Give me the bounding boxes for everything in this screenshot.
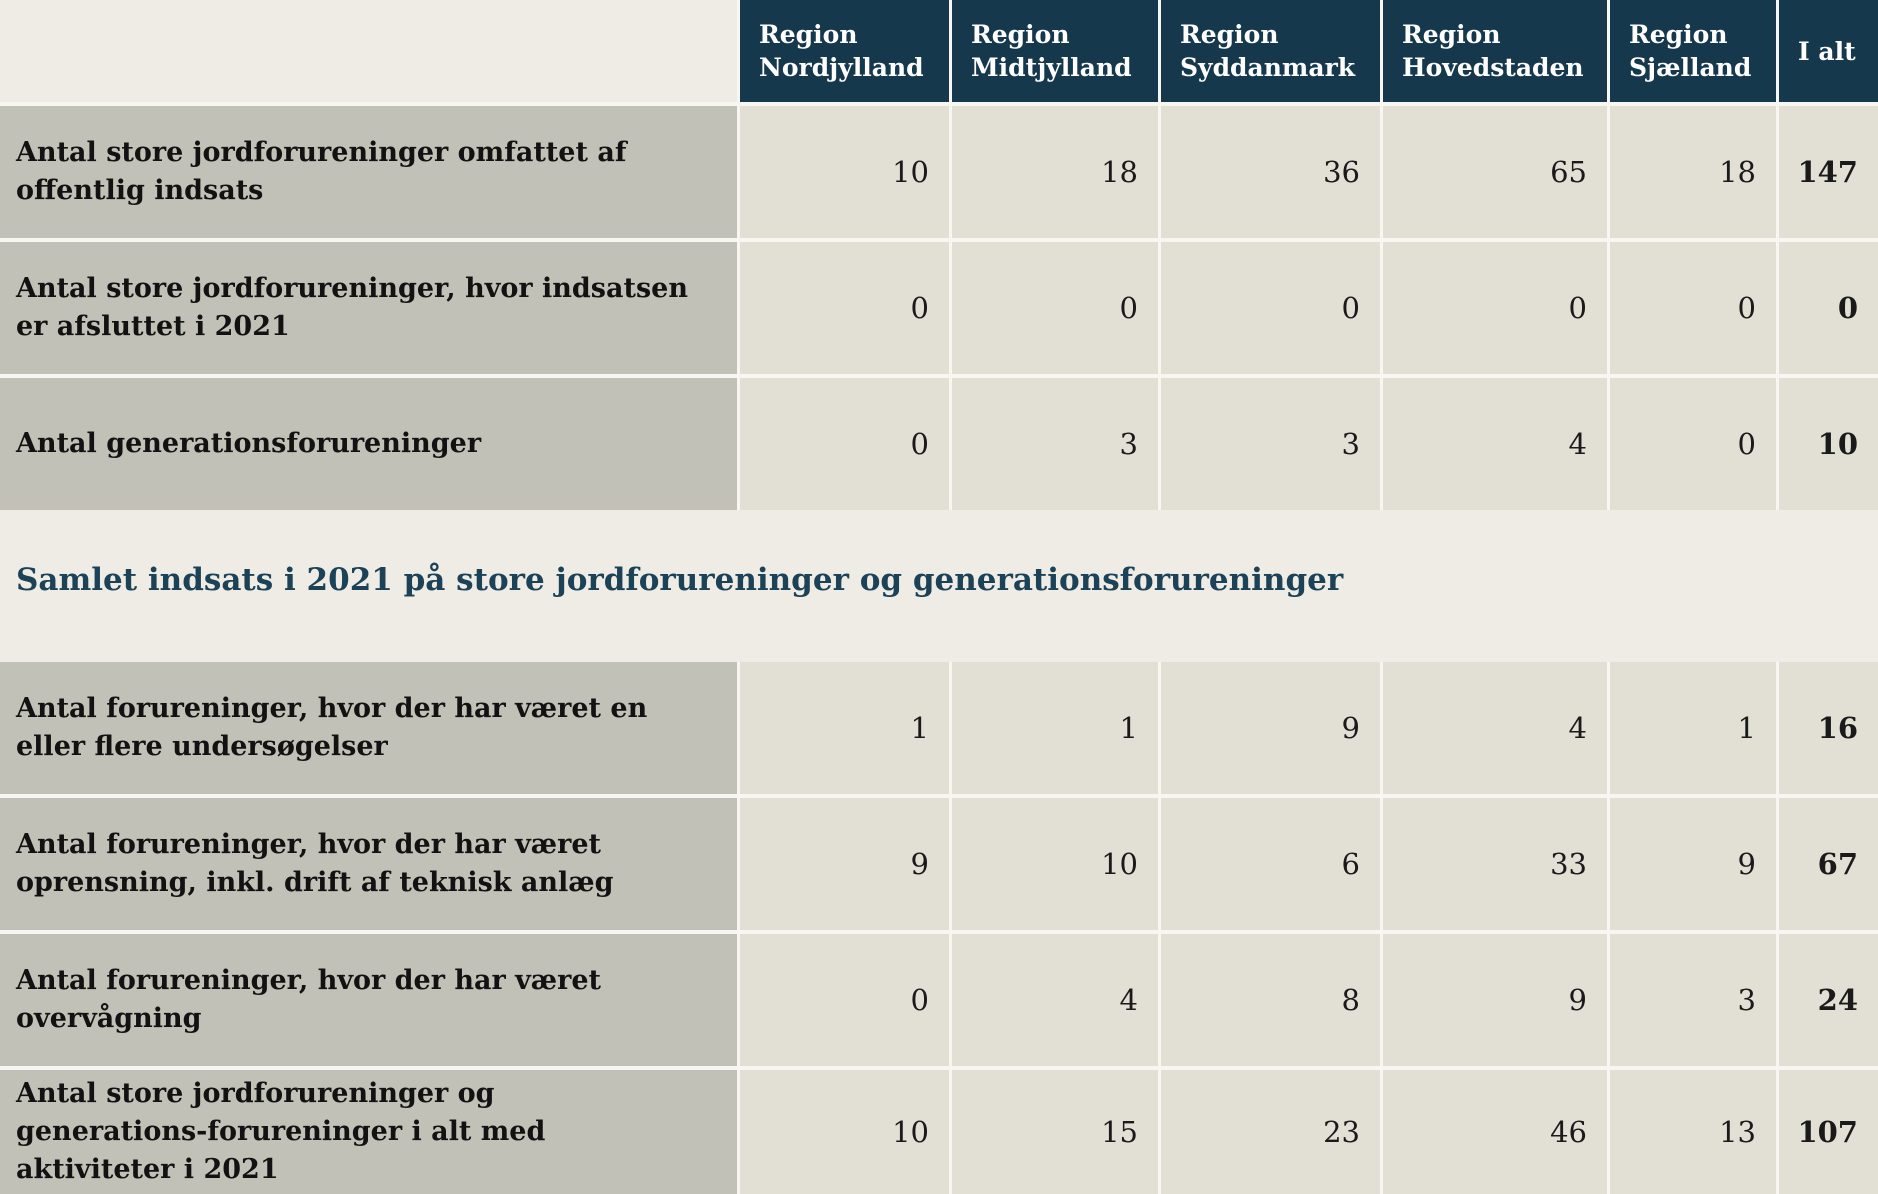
total-cell: 107	[1779, 1070, 1878, 1194]
value-cell: 0	[740, 242, 949, 374]
value-cell: 46	[1383, 1070, 1607, 1194]
column-header-region-sjaelland: Region Sjælland	[1610, 0, 1776, 102]
value-cell: 1	[1610, 662, 1776, 794]
value-cell: 3	[952, 378, 1158, 510]
section-title: Samlet indsats i 2021 på store jordforur…	[16, 562, 1344, 598]
value-cell: 23	[1161, 1070, 1380, 1194]
value-cell: 9	[1383, 934, 1607, 1066]
row-label: Antal forureninger, hvor der har været e…	[0, 662, 737, 794]
total-cell: 16	[1779, 662, 1878, 794]
corner-cell	[0, 0, 737, 102]
value-cell: 33	[1383, 798, 1607, 930]
value-cell: 18	[952, 106, 1158, 238]
column-header-region-hovedstaden: Region Hovedstaden	[1383, 0, 1607, 102]
value-cell: 0	[1161, 242, 1380, 374]
value-cell: 13	[1610, 1070, 1776, 1194]
row-label: Antal store jordforureninger omfattet af…	[0, 106, 737, 238]
value-cell: 10	[740, 106, 949, 238]
value-cell: 36	[1161, 106, 1380, 238]
table-samlet-indsats-2021: Antal forureninger, hvor der har været e…	[0, 662, 1878, 1194]
value-cell: 9	[1161, 662, 1380, 794]
total-cell: 0	[1779, 242, 1878, 374]
value-cell: 0	[1383, 242, 1607, 374]
row-label: Antal forureninger, hvor der har været o…	[0, 798, 737, 930]
row-label: Antal store jordforureninger, hvor indsa…	[0, 242, 737, 374]
table-store-jordforureninger: Region Nordjylland Region Midtjylland Re…	[0, 0, 1878, 510]
row-label: Antal store jordforureninger og generati…	[0, 1070, 737, 1194]
value-cell: 6	[1161, 798, 1380, 930]
value-cell: 0	[740, 378, 949, 510]
value-cell: 3	[1161, 378, 1380, 510]
value-cell: 0	[740, 934, 949, 1066]
value-cell: 9	[740, 798, 949, 930]
total-cell: 67	[1779, 798, 1878, 930]
row-label: Antal forureninger, hvor der har været o…	[0, 934, 737, 1066]
value-cell: 4	[1383, 378, 1607, 510]
column-header-region-midtjylland: Region Midtjylland	[952, 0, 1158, 102]
total-cell: 10	[1779, 378, 1878, 510]
section-band: Samlet indsats i 2021 på store jordforur…	[0, 510, 1878, 662]
value-cell: 9	[1610, 798, 1776, 930]
value-cell: 10	[740, 1070, 949, 1194]
value-cell: 8	[1161, 934, 1380, 1066]
value-cell: 15	[952, 1070, 1158, 1194]
value-cell: 4	[952, 934, 1158, 1066]
column-header-i-alt: I alt	[1779, 0, 1878, 102]
value-cell: 0	[952, 242, 1158, 374]
value-cell: 1	[740, 662, 949, 794]
value-cell: 0	[1610, 242, 1776, 374]
column-header-region-nordjylland: Region Nordjylland	[740, 0, 949, 102]
value-cell: 10	[952, 798, 1158, 930]
value-cell: 65	[1383, 106, 1607, 238]
total-cell: 24	[1779, 934, 1878, 1066]
value-cell: 18	[1610, 106, 1776, 238]
value-cell: 0	[1610, 378, 1776, 510]
total-cell: 147	[1779, 106, 1878, 238]
column-header-region-syddanmark: Region Syddanmark	[1161, 0, 1380, 102]
row-label: Antal generationsforureninger	[0, 378, 737, 510]
value-cell: 4	[1383, 662, 1607, 794]
value-cell: 3	[1610, 934, 1776, 1066]
value-cell: 1	[952, 662, 1158, 794]
